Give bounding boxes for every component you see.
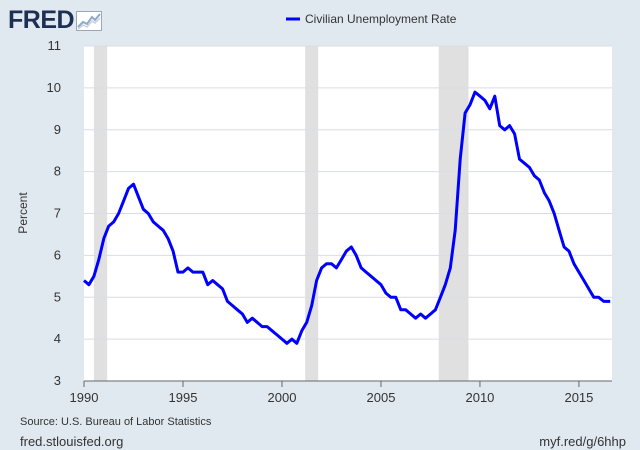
series-layer	[83, 90, 611, 345]
graph-link[interactable]: myf.red/g/6hhp	[539, 434, 626, 449]
y-tick-label: 3	[54, 373, 61, 388]
y-tick-label: 7	[54, 206, 61, 221]
fred-logo[interactable]: FRED	[8, 6, 103, 35]
x-tick-label: 2005	[367, 390, 396, 405]
axes: 3 4 5 6 7 8 9 10 11 1990 1995 2000 2005 2010 2015	[47, 38, 612, 405]
y-tick-label: 9	[54, 122, 61, 137]
y-tick-label: 4	[54, 331, 61, 346]
source-note: Source: U.S. Bureau of Labor Statistics	[20, 416, 212, 428]
y-tick-label: 10	[47, 80, 61, 95]
chart-line-icon	[76, 10, 103, 31]
y-tick-label: 6	[54, 247, 61, 262]
series-line[interactable]	[83, 90, 611, 345]
x-tick-label: 2015	[564, 390, 593, 405]
x-tick-label: 2000	[268, 390, 297, 405]
y-tick-label: 8	[54, 164, 61, 179]
legend-label: Civilian Unemployment Rate	[305, 12, 457, 26]
x-tick-label: 1995	[169, 390, 198, 405]
fred-logo-text: FRED	[8, 6, 75, 34]
x-tick-label: 2010	[465, 390, 494, 405]
y-tick-label: 5	[54, 289, 61, 304]
y-tick-label: 11	[48, 38, 62, 53]
site-link[interactable]: fred.stlouisfed.org	[20, 434, 124, 449]
y-axis-label: Percent	[16, 192, 30, 234]
x-tick-label: 1990	[70, 390, 99, 405]
legend[interactable]: Civilian Unemployment Rate	[286, 12, 457, 26]
